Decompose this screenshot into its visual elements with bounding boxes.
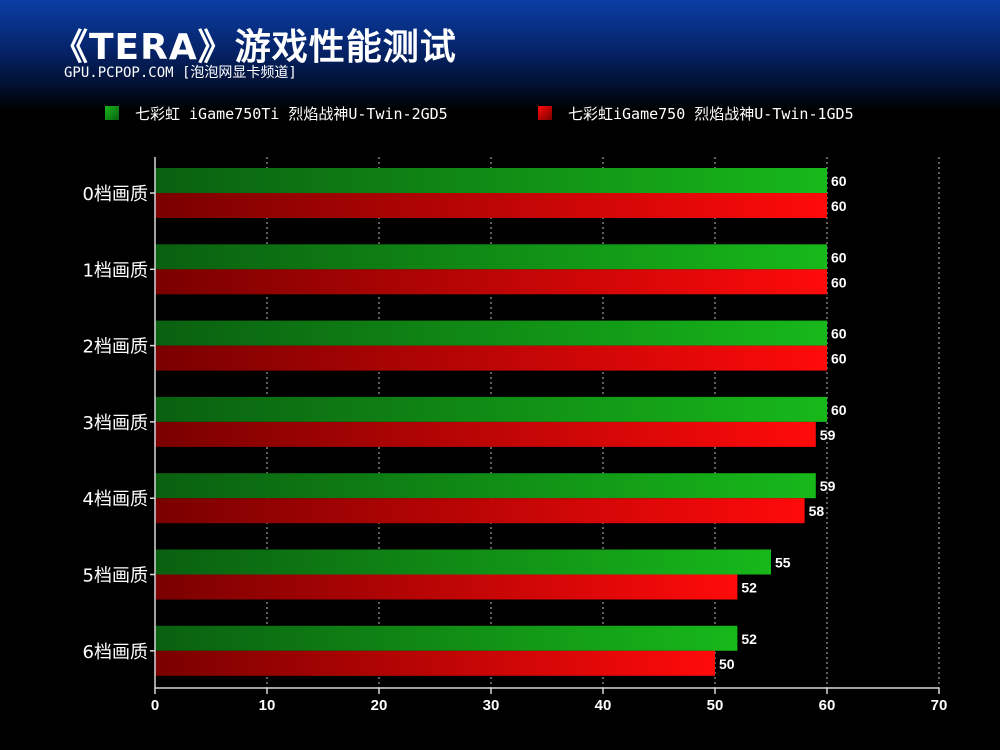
category-label: 0档画质 <box>83 184 148 205</box>
category-label: 2档画质 <box>83 337 148 358</box>
x-tick-label: 50 <box>707 697 724 714</box>
value-label: 60 <box>831 173 847 189</box>
category-label: 3档画质 <box>83 413 148 434</box>
bar <box>155 650 715 676</box>
x-tick-label: 60 <box>819 697 836 714</box>
bar <box>155 269 827 295</box>
category-label: 5档画质 <box>83 566 148 587</box>
category-label: 6档画质 <box>83 642 148 663</box>
bar <box>155 193 827 218</box>
bar <box>155 473 816 499</box>
value-label: 58 <box>809 503 825 519</box>
x-tick-label: 20 <box>371 697 388 714</box>
legend-label: 七彩虹iGame750 烈焰战神U-Twin-1GD5 <box>568 105 854 123</box>
bar <box>155 498 805 524</box>
labels: 0 10 20 30 40 50 60 70 0档画质 60 60 1档画质 60 60 2档画质 60 60 3… <box>83 173 948 714</box>
chart-subtitle: GPU.PCPOP.COM [泡泡网显卡频道] <box>64 65 297 81</box>
value-label: 60 <box>831 198 847 214</box>
x-tick-label: 40 <box>595 697 612 714</box>
legend-swatch <box>105 106 119 120</box>
x-tick-label: 0 <box>151 697 159 714</box>
value-label: 60 <box>831 402 847 418</box>
category-label: 4档画质 <box>83 489 148 510</box>
bars <box>155 168 827 676</box>
legend-swatch <box>538 106 552 120</box>
value-label: 59 <box>820 427 836 443</box>
legend: 七彩虹 iGame750Ti 烈焰战神U-Twin-2GD5 七彩虹iGame75… <box>105 105 854 123</box>
x-tick-label: 10 <box>259 697 276 714</box>
value-label: 60 <box>831 326 847 342</box>
bar <box>155 345 827 371</box>
x-tick-label: 30 <box>483 697 500 714</box>
bar <box>155 421 816 447</box>
bar <box>155 244 827 270</box>
value-label: 60 <box>831 274 847 290</box>
bar <box>155 549 771 575</box>
value-label: 60 <box>831 351 847 367</box>
legend-label: 七彩虹 iGame750Ti 烈焰战神U-Twin-2GD5 <box>135 105 448 123</box>
x-tick-label: 70 <box>931 697 948 714</box>
axes <box>150 157 940 694</box>
bar <box>155 320 827 346</box>
value-label: 59 <box>820 478 836 494</box>
value-label: 52 <box>741 631 757 647</box>
bar <box>155 396 827 422</box>
chart-title: 《TERA》游戏性能测试 <box>52 27 457 68</box>
value-label: 60 <box>831 249 847 265</box>
value-label: 50 <box>719 656 735 672</box>
value-label: 55 <box>775 555 791 571</box>
bar <box>155 574 738 600</box>
header-band <box>0 0 1000 110</box>
value-label: 52 <box>741 580 757 596</box>
bar <box>155 625 738 651</box>
category-label: 1档画质 <box>83 260 148 281</box>
bar <box>155 168 827 193</box>
